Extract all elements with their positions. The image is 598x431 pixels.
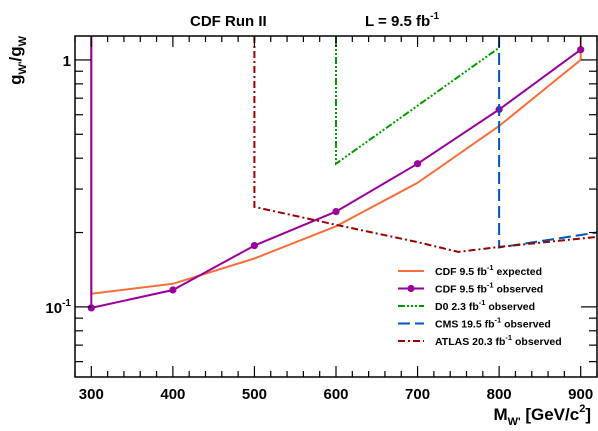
y-axis-label: gW'/gW	[6, 35, 29, 85]
legend-entry-4: ATLAS 20.3 fb-1 observed	[435, 333, 562, 348]
series-1-point-7	[577, 46, 585, 54]
legend-entry-0: CDF 9.5 fb-1 expected	[435, 263, 542, 278]
y-tick-label: 10-1	[45, 298, 71, 317]
series-line-0	[90, 36, 582, 295]
y-axis: 1 10-1	[45, 53, 597, 363]
legend-marker-1	[407, 284, 415, 293]
legend: CDF 9.5 fb-1 expected CDF 9.5 fb-1 observ…	[398, 263, 562, 348]
series-1-point-5	[414, 160, 422, 168]
x-tick-label: 500	[242, 386, 267, 403]
series-line-3	[498, 36, 597, 249]
legend-entry-1: CDF 9.5 fb-1 observed	[435, 281, 543, 296]
x-tick-label: 900	[568, 386, 593, 403]
x-tick-label: 600	[323, 386, 348, 403]
legend-entry-3: CMS 19.5 fb-1 observed	[435, 316, 551, 331]
series-line-2	[335, 36, 500, 166]
x-tick-label: 800	[487, 386, 512, 403]
legend-entry-2: D0 2.3 fb-1 observed	[435, 298, 535, 313]
plot-area	[87, 36, 597, 312]
x-tick-label: 700	[405, 386, 430, 403]
series-1-point-2	[169, 286, 177, 294]
x-axis: 300 400 500 600 700 800 900	[74, 36, 598, 403]
chart-title-luminosity: L = 9.5 fb-1	[365, 11, 440, 30]
series-1-point-1	[87, 304, 95, 312]
x-tick-label: 400	[160, 386, 185, 403]
x-axis-label: MW' [GeV/c2]	[493, 403, 591, 428]
series-line-1	[90, 36, 582, 310]
series-1-point-4	[332, 208, 340, 216]
chart-title-left: CDF Run II	[190, 13, 267, 30]
x-tick-label: 300	[79, 386, 104, 403]
series-1-point-3	[250, 242, 258, 250]
series-line-4	[253, 36, 597, 253]
y-tick-label: 1	[63, 53, 71, 70]
